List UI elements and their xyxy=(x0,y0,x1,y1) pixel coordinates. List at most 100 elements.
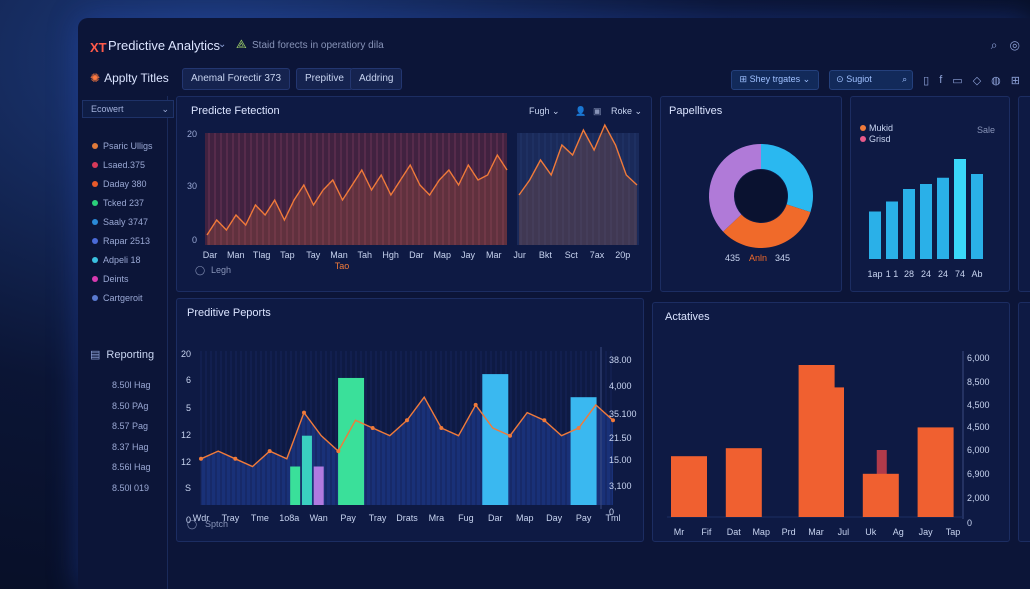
bar xyxy=(937,177,949,259)
reporting-value[interactable]: 8.50 PAg xyxy=(112,400,149,411)
sidebar-item-label: Psaric Ulligs xyxy=(103,140,153,151)
series-point xyxy=(473,402,478,407)
bar-panel-small: Mukid Grisd 1ap 1 1 28 24 24 74 Ab Sale xyxy=(850,96,1010,292)
sidebar-item[interactable]: Adpeli 18 xyxy=(92,250,153,269)
sidebar-item[interactable]: Psaric Ulligs xyxy=(92,136,153,155)
clipped-panel xyxy=(1018,96,1030,292)
app-header: XT Predictive Analytics ⌄ ⟁ Staid forect… xyxy=(78,18,1030,68)
reporting-value[interactable]: 8.37 Hag xyxy=(112,441,149,452)
tab-prepitive[interactable]: Prepitive xyxy=(296,68,353,90)
panel-title: Actatives xyxy=(665,311,710,323)
filter-dropdown[interactable]: ⊞ Shey trgates ⌄ xyxy=(730,70,820,90)
x-tick-label: Mra xyxy=(429,513,445,523)
y-tick-label: 20 xyxy=(187,129,197,139)
y-right-label: 8,500 xyxy=(967,377,990,387)
sidebar-dropdown[interactable]: Ecowert ⌄ xyxy=(82,100,174,118)
calendar-icon[interactable]: ▣ xyxy=(593,106,602,116)
search-icon: ⌕ xyxy=(902,74,908,84)
reporting-header[interactable]: ▤ Reporting xyxy=(90,349,155,361)
y-right-label: 6,000 xyxy=(967,445,990,455)
app-title[interactable]: Predictive Analytics xyxy=(108,38,220,53)
sidebar-item[interactable]: Rapar 2513 xyxy=(92,231,153,250)
legend-label: Sptch xyxy=(205,519,229,529)
sidebar-item[interactable]: Cartgeroit xyxy=(92,288,153,307)
donut-label-3: 345 xyxy=(775,253,791,263)
y-left-label: 12 xyxy=(181,457,191,467)
bar xyxy=(482,374,509,505)
x-tick-label: Tray xyxy=(369,513,387,523)
x-tick-label: Pay xyxy=(576,513,592,523)
search-input[interactable]: ⊙ Sugiot ⌕ xyxy=(829,70,914,90)
x-tick-label: Jay xyxy=(919,527,934,537)
reporting-value[interactable]: 8.50l Hag xyxy=(112,380,151,390)
sidebar-item[interactable]: Deints xyxy=(92,269,153,288)
x-tick-label: Map xyxy=(752,527,770,537)
sidebar-item[interactable]: Lsaed.375 xyxy=(92,155,153,174)
x-tick-label: Dat xyxy=(727,527,742,537)
range-dropdown[interactable]: Fugh ⌄ xyxy=(529,106,560,116)
donut-hole xyxy=(735,170,787,222)
x-tick-label: Bkt xyxy=(539,250,553,260)
series-point xyxy=(336,449,341,454)
tab-forecast[interactable]: Anemal Forectir 373 xyxy=(182,68,291,90)
legend-label: Grisd xyxy=(869,134,891,144)
settings-icon[interactable]: ◎ xyxy=(1009,38,1020,52)
donut-label-2: Anln xyxy=(749,253,768,263)
status-dot-icon xyxy=(92,142,98,149)
sidebar-item[interactable]: Saaly 3747 xyxy=(92,212,153,231)
document-icon[interactable]: ▭ xyxy=(952,74,963,87)
tag-icon[interactable]: ◇ xyxy=(972,74,982,87)
series-point xyxy=(405,418,409,423)
y-right-label: 6,900 xyxy=(967,469,990,479)
facebook-icon[interactable]: f xyxy=(939,74,943,86)
toolbar: ✺ Applty Titles Anemal Forectir 373 Prepi… xyxy=(78,66,1030,96)
x-tick-label: Tray xyxy=(222,513,240,523)
x-tick-label: Ag xyxy=(893,527,904,537)
x-tick-label: Wan xyxy=(310,513,328,523)
x-tick-label: Jur xyxy=(513,250,526,260)
chevron-down-icon[interactable]: ⌄ xyxy=(218,39,227,50)
tab-addring[interactable]: Addring xyxy=(350,68,403,90)
y-right-label: 35.100 xyxy=(609,409,637,419)
donut-label-1: 435 xyxy=(725,253,741,263)
x-tick-label: Tme xyxy=(251,513,269,523)
x-tick-label: 20p xyxy=(615,250,630,260)
area-bg-left xyxy=(205,133,507,245)
rolling-dropdown[interactable]: Roke ⌄ xyxy=(611,106,643,116)
x-tick-label: Tah xyxy=(358,250,373,260)
y-left-label: 6 xyxy=(186,375,191,385)
sidebar-item[interactable]: Daday 380 xyxy=(92,174,153,193)
search-icon[interactable]: ⌕ xyxy=(990,38,998,52)
series-point xyxy=(576,426,581,430)
x-tick-label: Tay xyxy=(306,250,321,260)
x-sub-label: Tao xyxy=(335,261,350,271)
x-tick-label: 24 xyxy=(938,269,948,279)
user-icon[interactable]: 👤 xyxy=(575,106,587,116)
reporting-value[interactable]: 8.57 Pag xyxy=(112,421,149,431)
bar xyxy=(290,466,301,505)
line-chart: 20 30 0 Dar Man Tlag Tap Tay Man Tah Hgh Dar Map Jay M… xyxy=(187,123,639,271)
section-title: ✺ Applty Titles xyxy=(90,71,169,85)
sidebar-item[interactable]: Tcked 237 xyxy=(92,193,153,212)
logo-icon: XT xyxy=(90,40,107,55)
gear-icon: ✺ xyxy=(90,71,101,85)
predictive-detection-panel: Predicte Fetection Fugh ⌄ 👤 ▣ Roke ⌄ 20 3… xyxy=(176,96,652,292)
reporting-value[interactable]: 8.50l 019 xyxy=(112,482,150,493)
sidebar-item-label: Cartgeroit xyxy=(103,292,143,303)
bar xyxy=(920,184,932,259)
series-point xyxy=(233,456,238,461)
series-line-left-fill xyxy=(207,155,507,245)
bar xyxy=(301,435,312,505)
status-dot-icon xyxy=(92,218,98,225)
grid-icon[interactable]: ⊞ xyxy=(1010,74,1020,87)
globe-icon[interactable]: ◍ xyxy=(991,74,1001,87)
donut-chart xyxy=(709,144,813,249)
reporting-value[interactable]: 8.56l Hag xyxy=(112,462,151,472)
x-tick-label: Dar xyxy=(203,250,218,260)
y-right-label: 21.50 xyxy=(609,433,632,443)
x-tick-label: Dar xyxy=(409,250,424,260)
x-tick-label: Wdr xyxy=(193,513,210,523)
side-label: Sale xyxy=(977,125,996,135)
panel-icon[interactable]: ▯ xyxy=(923,74,930,87)
y-left-label: 0 xyxy=(186,515,191,525)
